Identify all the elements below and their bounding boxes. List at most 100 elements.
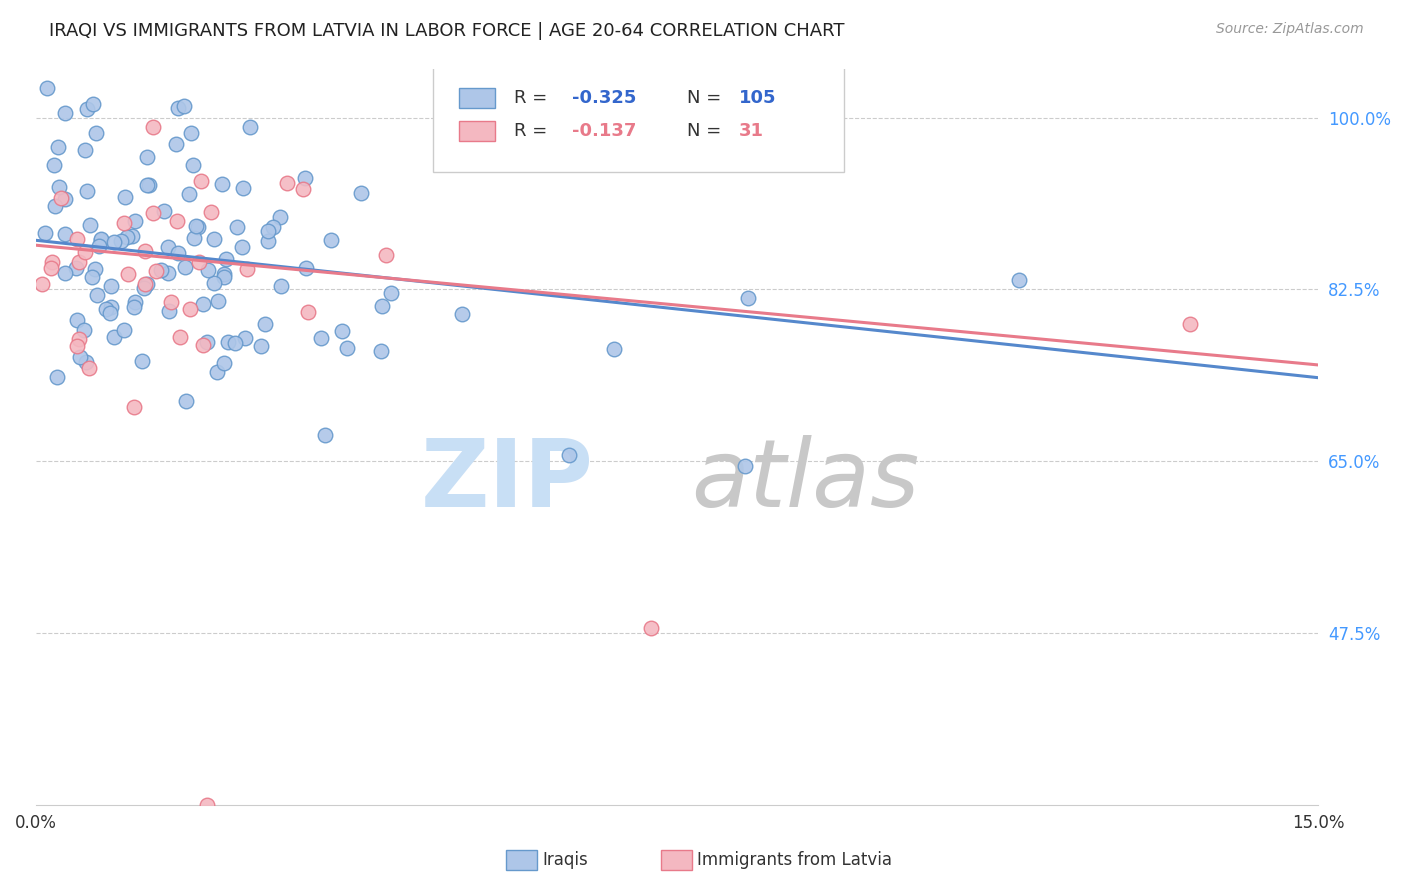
Point xyxy=(374,248,396,262)
Point xyxy=(39,260,62,275)
Point xyxy=(270,279,292,293)
Text: N =: N = xyxy=(688,122,727,140)
Point xyxy=(110,234,132,248)
Point xyxy=(103,235,125,250)
FancyBboxPatch shape xyxy=(433,50,844,171)
Point xyxy=(330,324,353,338)
Point xyxy=(84,126,107,140)
Point xyxy=(53,266,76,280)
Point xyxy=(134,244,156,258)
Point xyxy=(142,205,165,219)
Point xyxy=(79,218,101,232)
Point xyxy=(183,158,205,172)
Point xyxy=(79,361,101,376)
Point xyxy=(53,227,76,241)
Point xyxy=(166,214,188,228)
Point xyxy=(121,228,143,243)
Point xyxy=(200,205,222,219)
Point xyxy=(640,621,662,635)
Point xyxy=(297,305,319,319)
Point xyxy=(276,176,298,190)
Point xyxy=(207,294,229,309)
Point xyxy=(34,227,56,241)
Point xyxy=(134,277,156,292)
Point xyxy=(90,234,112,248)
Point xyxy=(269,211,291,225)
Text: IRAQI VS IMMIGRANTS FROM LATVIA IN LABOR FORCE | AGE 20-64 CORRELATION CHART: IRAQI VS IMMIGRANTS FROM LATVIA IN LABOR… xyxy=(49,22,845,40)
Point xyxy=(183,230,205,244)
Point xyxy=(103,329,125,343)
Point xyxy=(603,342,626,356)
Text: R =: R = xyxy=(515,122,553,140)
Point xyxy=(202,277,225,291)
Point xyxy=(37,81,59,95)
Point xyxy=(232,181,254,195)
Point xyxy=(53,192,76,206)
Text: R =: R = xyxy=(515,89,553,107)
Text: ZIP: ZIP xyxy=(420,434,593,527)
Point xyxy=(131,354,153,368)
Point xyxy=(87,239,110,253)
Point xyxy=(73,322,96,336)
Point xyxy=(191,337,214,351)
Point xyxy=(190,174,212,188)
Point xyxy=(65,338,87,352)
Point xyxy=(215,252,238,267)
Point xyxy=(66,312,89,326)
Point xyxy=(371,299,394,313)
Point xyxy=(174,394,197,409)
Point xyxy=(262,220,284,235)
Point xyxy=(117,230,139,244)
Point xyxy=(75,245,97,260)
Point xyxy=(44,199,66,213)
Point xyxy=(69,350,91,364)
Point xyxy=(205,365,228,379)
Point xyxy=(159,294,181,309)
Text: 105: 105 xyxy=(738,89,776,107)
Point xyxy=(197,262,219,277)
Text: 31: 31 xyxy=(738,122,763,140)
Point xyxy=(231,239,253,253)
Point xyxy=(41,254,63,268)
Point xyxy=(558,448,581,462)
Point xyxy=(187,219,209,234)
Point xyxy=(450,307,472,321)
Point xyxy=(253,317,276,331)
Point xyxy=(295,260,318,275)
Point xyxy=(235,262,257,277)
Point xyxy=(44,158,66,172)
Point xyxy=(135,150,157,164)
Text: Immigrants from Latvia: Immigrants from Latvia xyxy=(697,851,893,869)
Point xyxy=(100,279,122,293)
Point xyxy=(177,186,200,201)
Point xyxy=(48,180,70,194)
Point xyxy=(53,105,76,120)
Point xyxy=(65,261,87,276)
Point xyxy=(211,177,233,191)
Point xyxy=(217,334,239,349)
Point xyxy=(75,354,97,368)
Point xyxy=(180,126,202,140)
Point xyxy=(195,797,218,812)
Point xyxy=(145,264,167,278)
Text: N =: N = xyxy=(688,89,727,107)
Point xyxy=(76,102,98,116)
Point xyxy=(67,255,90,269)
Point xyxy=(46,140,69,154)
Point xyxy=(150,262,173,277)
Point xyxy=(202,232,225,246)
Point xyxy=(256,223,278,237)
Point xyxy=(1008,272,1031,286)
Point xyxy=(86,288,108,302)
Point xyxy=(45,370,67,384)
Point xyxy=(132,280,155,294)
Point xyxy=(319,233,342,247)
Point xyxy=(135,178,157,192)
Point xyxy=(114,190,136,204)
Point xyxy=(734,458,756,473)
Point xyxy=(311,331,333,345)
Point xyxy=(212,267,235,281)
Text: Iraqis: Iraqis xyxy=(543,851,589,869)
Point xyxy=(165,136,187,151)
Point xyxy=(67,332,90,346)
